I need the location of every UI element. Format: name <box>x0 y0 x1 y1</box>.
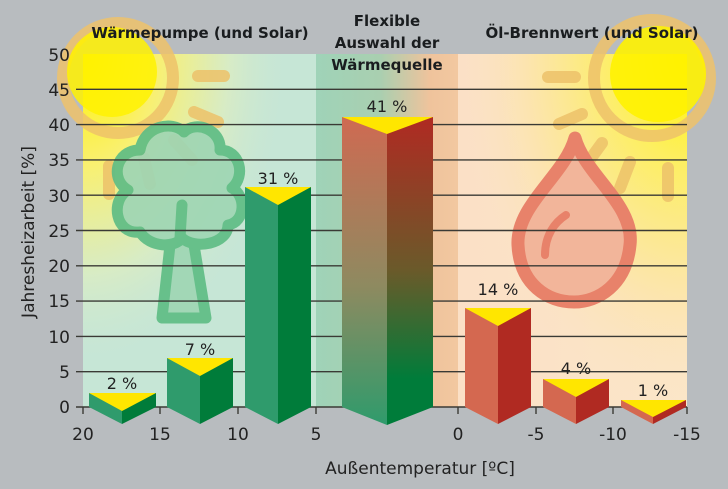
bar-label: 41 % <box>367 97 408 116</box>
bar-0-minus5 <box>465 308 531 424</box>
x-tick-labels: 20 15 10 5 0 -5 -10 -15 <box>72 425 701 445</box>
header-oil: Öl-Brennwert (und Solar) <box>485 23 698 42</box>
bar-label: 2 % <box>107 374 137 393</box>
x-axis-title: Außentemperatur [ºC] <box>325 459 515 479</box>
bar-value-labels: 2 % 7 % 31 % 41 % 14 % 4 % 1 % <box>107 97 668 400</box>
svg-text:5: 5 <box>59 363 70 383</box>
svg-text:-10: -10 <box>599 425 627 445</box>
bar-minus5-minus10 <box>543 379 609 424</box>
bar-label: 4 % <box>561 359 591 378</box>
svg-text:0: 0 <box>453 425 464 445</box>
svg-text:10: 10 <box>227 425 249 445</box>
header-heat-pump: Wärmepumpe (und Solar) <box>91 24 308 42</box>
svg-text:20: 20 <box>48 257 70 277</box>
svg-text:20: 20 <box>72 425 94 445</box>
bar-minus10-minus15 <box>621 400 686 424</box>
header-flexible-line1: Flexible <box>354 12 420 30</box>
svg-text:10: 10 <box>48 328 70 348</box>
y-axis-title: Jahresheizarbeit [%] <box>19 146 39 319</box>
svg-text:-5: -5 <box>528 425 545 445</box>
bar-label: 14 % <box>478 280 519 299</box>
svg-text:35: 35 <box>48 151 70 171</box>
svg-text:50: 50 <box>48 46 70 66</box>
svg-text:45: 45 <box>48 81 70 101</box>
bar-15-10 <box>167 358 233 424</box>
svg-text:15: 15 <box>48 292 70 312</box>
header-flexible-line2: Auswahl der <box>335 34 440 52</box>
header-flexible-line3: Wärmequelle <box>331 56 442 74</box>
bar-label: 1 % <box>638 381 668 400</box>
svg-text:0: 0 <box>59 398 70 418</box>
svg-text:-15: -15 <box>673 425 701 445</box>
svg-text:30: 30 <box>48 187 70 207</box>
bar-20-15 <box>89 393 156 424</box>
svg-text:40: 40 <box>48 116 70 136</box>
bar-label: 31 % <box>258 169 299 188</box>
bar-5-0 <box>342 117 433 425</box>
tree-icon <box>111 120 248 324</box>
svg-text:25: 25 <box>48 222 70 242</box>
y-tick-labels: 0 5 10 15 20 25 30 35 40 45 50 <box>48 46 70 418</box>
bar-10-5 <box>245 187 311 424</box>
svg-text:15: 15 <box>149 425 171 445</box>
sun-icon-right <box>542 14 716 202</box>
svg-text:5: 5 <box>311 425 322 445</box>
bar-label: 7 % <box>185 340 215 359</box>
